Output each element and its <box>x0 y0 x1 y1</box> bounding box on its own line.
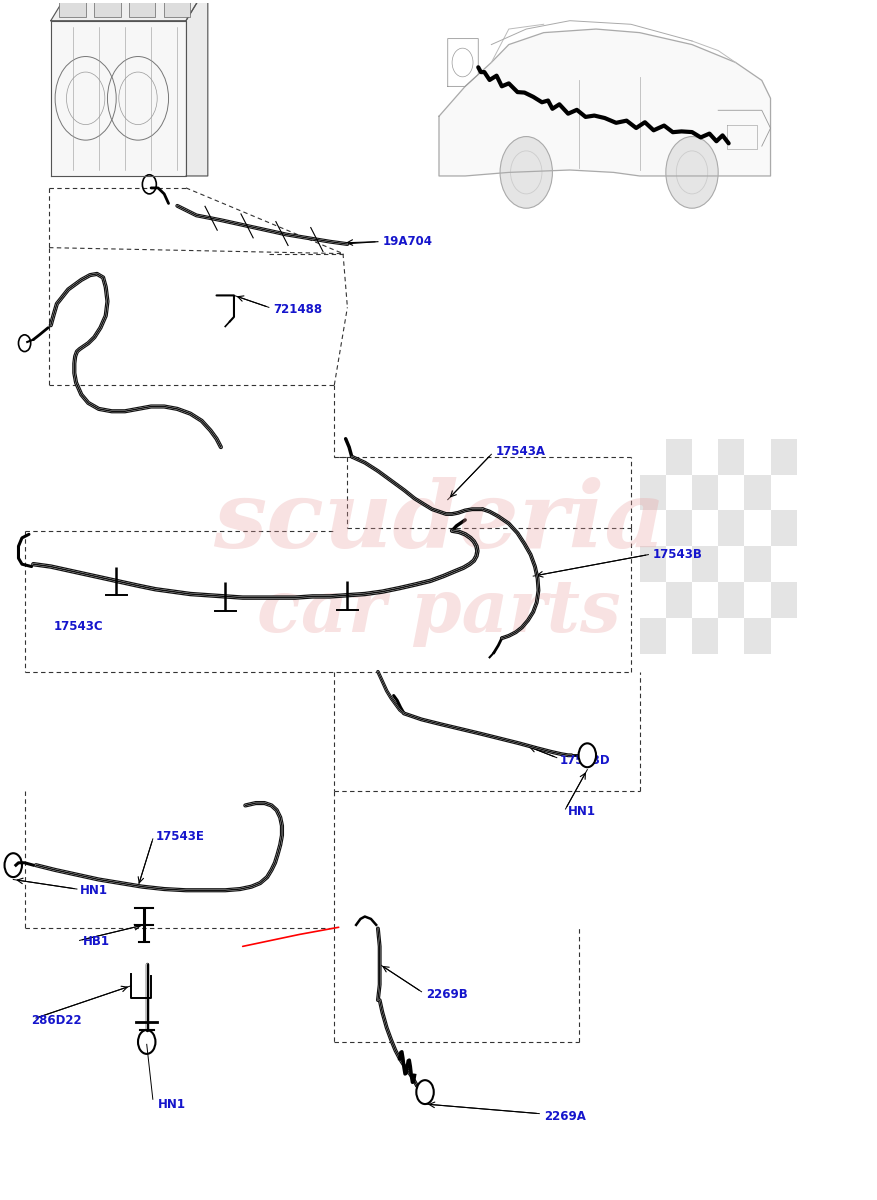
Polygon shape <box>51 0 208 20</box>
Bar <box>691 546 717 582</box>
Bar <box>639 474 665 510</box>
Text: 2269B: 2269B <box>425 988 467 1001</box>
Circle shape <box>4 853 22 877</box>
Text: HN1: HN1 <box>158 1098 186 1110</box>
Circle shape <box>138 1030 155 1054</box>
Text: 721488: 721488 <box>273 304 322 317</box>
Bar <box>665 582 691 618</box>
Bar <box>129 0 155 17</box>
Bar <box>744 546 770 582</box>
Polygon shape <box>51 20 186 176</box>
Bar <box>665 510 691 546</box>
Polygon shape <box>186 0 208 176</box>
Text: 17543D: 17543D <box>559 754 610 767</box>
Bar <box>94 0 120 17</box>
Text: car parts: car parts <box>257 576 620 648</box>
Text: 17543A: 17543A <box>496 445 545 458</box>
Bar <box>770 510 795 546</box>
Bar <box>770 439 795 474</box>
Circle shape <box>500 137 552 209</box>
Text: 17543B: 17543B <box>652 548 702 562</box>
Circle shape <box>578 743 595 767</box>
Bar <box>691 618 717 654</box>
Bar <box>164 0 190 17</box>
Text: 17543C: 17543C <box>53 619 103 632</box>
Text: HN1: HN1 <box>80 883 107 896</box>
Circle shape <box>665 137 717 209</box>
Text: 19A704: 19A704 <box>381 235 431 248</box>
Text: 286D22: 286D22 <box>31 1014 82 1027</box>
Bar <box>717 510 744 546</box>
Bar <box>717 439 744 474</box>
Bar <box>691 474 717 510</box>
Bar <box>744 618 770 654</box>
Bar <box>639 546 665 582</box>
Text: HB1: HB1 <box>83 935 110 948</box>
Polygon shape <box>438 29 770 176</box>
Text: scuderia: scuderia <box>212 478 665 568</box>
Text: HN1: HN1 <box>567 805 595 818</box>
Text: 2269A: 2269A <box>543 1110 585 1122</box>
Bar <box>639 618 665 654</box>
Bar <box>665 439 691 474</box>
Bar <box>770 582 795 618</box>
Circle shape <box>416 1080 433 1104</box>
Bar <box>60 0 86 17</box>
Bar <box>744 474 770 510</box>
Text: 17543E: 17543E <box>155 830 204 844</box>
Bar <box>717 582 744 618</box>
